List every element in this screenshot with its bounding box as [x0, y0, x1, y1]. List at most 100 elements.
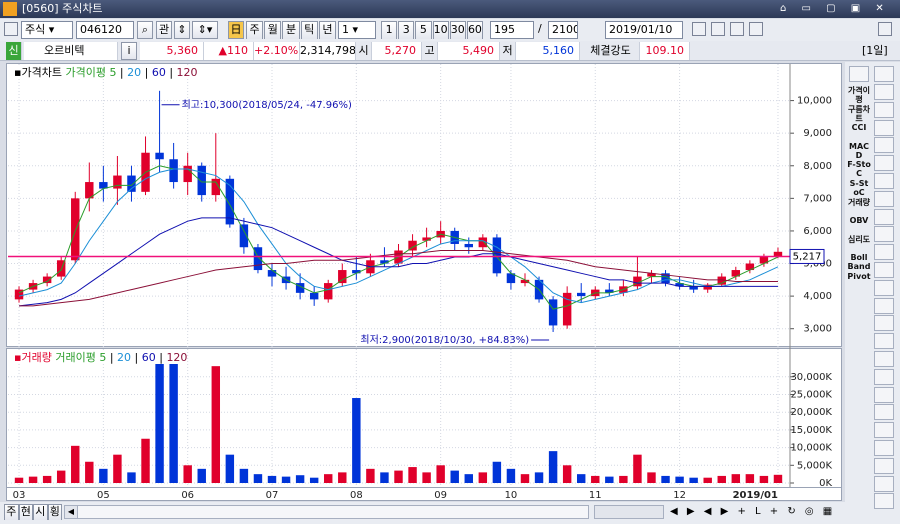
- tool-button[interactable]: [874, 493, 894, 510]
- volume-bar: [647, 472, 656, 483]
- total-input[interactable]: 2100: [548, 21, 578, 39]
- change: ▲110: [218, 44, 248, 57]
- indicator-button[interactable]: Boll Band: [847, 253, 871, 272]
- candle-body: [309, 292, 319, 300]
- candle-body: [352, 270, 361, 274]
- indicator-button[interactable]: S-StoC: [849, 179, 869, 197]
- open-label: 시: [356, 42, 372, 60]
- strength-label-text: 체결강도: [590, 44, 631, 57]
- tool-button[interactable]: [874, 297, 894, 314]
- interval-button[interactable]: 5: [415, 21, 432, 39]
- tool-icon[interactable]: [730, 22, 744, 36]
- spin-button[interactable]: ⇕: [174, 21, 190, 39]
- date-input[interactable]: 2019/01/10: [605, 21, 683, 39]
- tool-button[interactable]: [874, 404, 894, 421]
- candle-body: [127, 175, 136, 192]
- title-bar: [0560] 주식차트: [0, 0, 900, 18]
- option-combo[interactable]: ⇕▾: [192, 21, 218, 39]
- info-button[interactable]: i: [121, 42, 137, 60]
- indicator-button[interactable]: MACD: [848, 141, 870, 160]
- tool-button[interactable]: [874, 440, 894, 456]
- period-value[interactable]: 1 ▾: [338, 21, 376, 39]
- interval-button[interactable]: 1: [381, 21, 398, 39]
- separator: /: [538, 22, 548, 38]
- legend-item: 60: [141, 351, 156, 364]
- indicator-button[interactable]: 심리도: [847, 234, 871, 244]
- interval-button[interactable]: 30: [449, 21, 466, 39]
- interval-button[interactable]: 60: [466, 21, 483, 39]
- nav-buttons[interactable]: ◀ ▶ ◀ ▶ + L + ↻ ◎ ▦: [670, 506, 836, 517]
- volume-bar: [759, 475, 769, 483]
- interval-button[interactable]: 3: [398, 21, 415, 39]
- scroll-left[interactable]: ◀: [64, 505, 78, 519]
- bottom-tab[interactable]: 횡: [47, 504, 62, 520]
- tool-button[interactable]: [874, 173, 894, 189]
- tool-button[interactable]: [874, 190, 894, 207]
- count-input[interactable]: 195: [490, 21, 534, 39]
- tool-button[interactable]: [849, 66, 869, 82]
- tool-button[interactable]: [874, 333, 894, 350]
- tool-button[interactable]: [874, 315, 894, 332]
- tool-button[interactable]: [874, 137, 894, 154]
- bottom-tab[interactable]: 주: [4, 504, 19, 520]
- indicator-button[interactable]: 구름차트: [847, 104, 871, 123]
- tool-button[interactable]: [874, 208, 894, 225]
- volume-bar: [141, 438, 150, 483]
- indicator-button[interactable]: 거래량: [847, 197, 871, 207]
- y-tick-label: 0K: [819, 478, 832, 489]
- zoom-slider[interactable]: [594, 505, 664, 519]
- high-label: 고: [422, 42, 438, 60]
- interval-buttons: 1 3 5 10 30 60: [381, 21, 483, 39]
- tool-button[interactable]: [874, 226, 894, 243]
- indicator-button[interactable]: Pivot: [847, 272, 871, 281]
- low-label: 저: [500, 42, 516, 60]
- market-select[interactable]: 주식 ▾: [21, 21, 73, 39]
- indicator-button[interactable]: OBV: [849, 216, 869, 226]
- daily-button[interactable]: 日: [228, 21, 244, 39]
- bottom-tab[interactable]: 시: [33, 504, 48, 520]
- tool-button[interactable]: [874, 66, 894, 82]
- candle-body: [689, 286, 698, 290]
- tool-button[interactable]: [874, 386, 894, 403]
- menu-icon[interactable]: [4, 22, 18, 36]
- tool-icon[interactable]: [711, 22, 725, 36]
- annotation: 최저:2,900(2018/10/30, +84.83%): [360, 334, 529, 346]
- tool-button[interactable]: [874, 119, 894, 136]
- search-button[interactable]: ⌕: [137, 21, 153, 39]
- indicator-button[interactable]: 가격이평: [847, 86, 871, 104]
- watch-button[interactable]: 관: [156, 21, 172, 39]
- period-button[interactable]: 분: [282, 21, 300, 39]
- market: 주식: [25, 23, 46, 36]
- tool-button[interactable]: [874, 262, 894, 278]
- window-controls[interactable]: ⌂ ▭ ▢ ▣ ✕: [780, 3, 890, 14]
- scrollbar[interactable]: [64, 505, 589, 519]
- annotation: 최고:10,300(2018/05/24, -47.96%): [182, 99, 352, 111]
- tool-button[interactable]: [874, 279, 894, 296]
- x-tick-label: 11: [589, 490, 602, 501]
- tool-icon[interactable]: [692, 22, 706, 36]
- period-button[interactable]: 틱: [300, 21, 318, 39]
- period-button[interactable]: 주: [246, 21, 264, 39]
- period-button[interactable]: 년: [318, 21, 336, 39]
- tool-icon[interactable]: [749, 22, 763, 36]
- volume-bar: [183, 465, 192, 483]
- tool-button[interactable]: [874, 155, 894, 172]
- tool-button[interactable]: [874, 475, 894, 492]
- tool-button[interactable]: [874, 368, 894, 385]
- tool-button[interactable]: [874, 244, 894, 261]
- tool-button[interactable]: [874, 351, 894, 367]
- bottom-tab[interactable]: 현: [18, 504, 33, 520]
- code-input[interactable]: 046120: [76, 21, 134, 39]
- indicator-button[interactable]: CCI: [851, 123, 867, 133]
- tool-button[interactable]: [874, 422, 894, 439]
- tool-button[interactable]: [874, 84, 894, 100]
- y-tick-label: 7,000: [803, 193, 832, 204]
- period-button[interactable]: 월: [264, 21, 282, 39]
- tool-button[interactable]: [874, 457, 894, 474]
- tool-icon[interactable]: [878, 22, 892, 36]
- y-tick-label: 15,000K: [790, 425, 832, 436]
- y-tick-label: 5,000K: [797, 460, 833, 471]
- interval-button[interactable]: 10: [432, 21, 449, 39]
- tool-button[interactable]: [874, 101, 894, 118]
- indicator-button[interactable]: F-StoC: [847, 160, 871, 179]
